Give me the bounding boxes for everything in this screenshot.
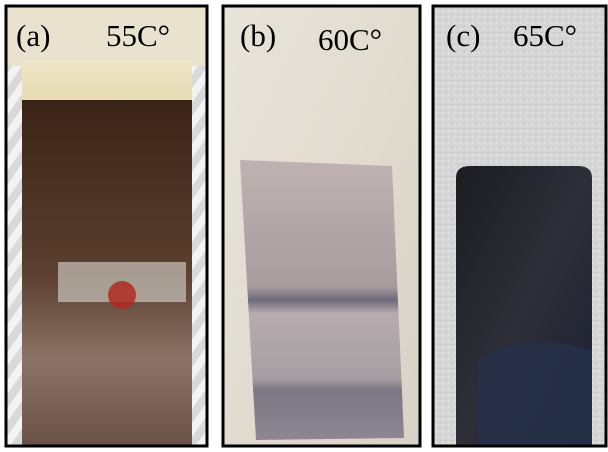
panel-label: (c) — [446, 18, 480, 53]
panel-label: (b) — [240, 18, 276, 53]
temperature-label: 60C° — [318, 22, 382, 57]
temperature-label: 65C° — [513, 18, 577, 53]
figure: (a) 55C° (b) 60C° (c) 65C° — [0, 0, 608, 452]
panel-b: (b) 60C° — [223, 6, 420, 446]
panel-c: (c) 65C° — [433, 6, 606, 446]
panel-a: (a) 55C° — [6, 6, 207, 446]
temperature-label: 55C° — [106, 18, 170, 53]
panel-label: (a) — [16, 18, 50, 53]
